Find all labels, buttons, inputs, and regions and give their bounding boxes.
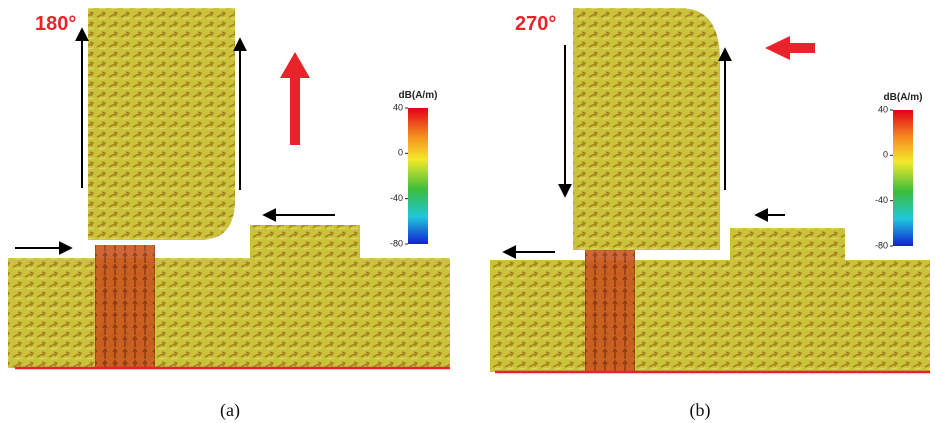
antenna-b bbox=[490, 8, 930, 372]
colorbar-tick-label: -80 bbox=[390, 238, 403, 248]
colorbar-tick-label: 40 bbox=[393, 102, 403, 112]
angle-label: 270° bbox=[515, 13, 556, 35]
colorbar-tick-label: -40 bbox=[875, 195, 888, 205]
colorbar bbox=[408, 108, 428, 244]
colorbar-tick-label: 0 bbox=[398, 148, 403, 158]
colorbar-tick-label: -40 bbox=[390, 193, 403, 203]
angle-label: 180° bbox=[35, 13, 76, 35]
colorbar-tick-label: 0 bbox=[883, 150, 888, 160]
caption: (a) bbox=[220, 400, 240, 421]
caption: (b) bbox=[690, 400, 711, 421]
colorbar-tick-label: -80 bbox=[875, 240, 888, 250]
colorbar-title: dB(A/m) bbox=[399, 90, 438, 101]
colorbar-tick-label: 40 bbox=[878, 104, 888, 114]
figure: 180°dB(A/m)400-40-80(a)270°dB(A/m)400-40… bbox=[0, 0, 935, 423]
colorbar bbox=[893, 110, 913, 246]
antenna-a bbox=[8, 8, 450, 368]
colorbar-title: dB(A/m) bbox=[884, 92, 923, 103]
